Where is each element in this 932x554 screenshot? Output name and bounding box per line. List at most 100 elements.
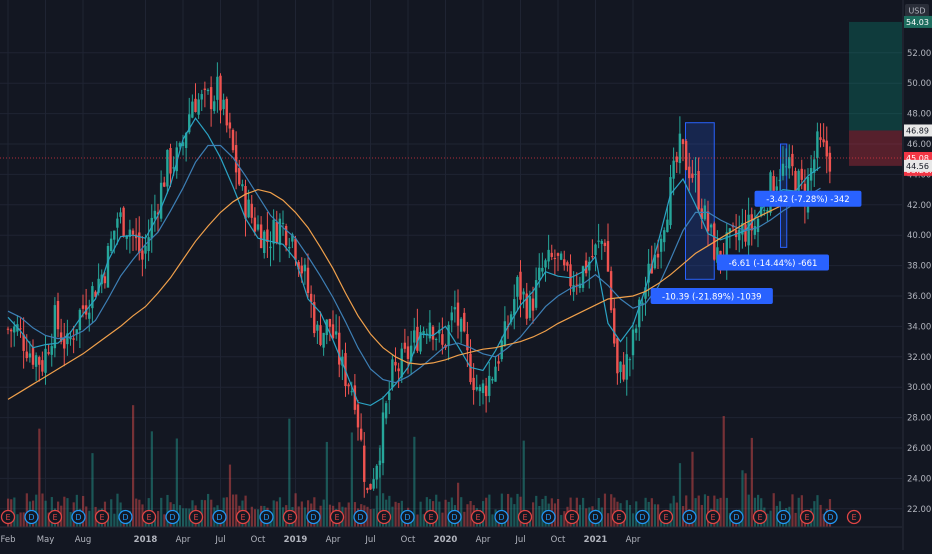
dividend-marker[interactable] <box>400 509 415 525</box>
volume-bar <box>150 431 153 527</box>
earnings-marker[interactable] <box>47 509 63 525</box>
candle-body <box>256 224 260 230</box>
candle-body <box>597 240 600 242</box>
volume-bar <box>160 497 163 527</box>
event-marker-label: D <box>263 513 269 522</box>
earnings-marker[interactable] <box>517 509 533 525</box>
earnings-marker[interactable] <box>752 509 768 525</box>
event-marker-label: D <box>780 513 786 522</box>
y-tick-label: 26.00 <box>907 444 931 454</box>
earnings-marker[interactable] <box>799 509 815 525</box>
dividend-marker[interactable] <box>823 509 838 525</box>
earnings-marker[interactable] <box>329 509 345 525</box>
candle <box>500 336 503 362</box>
candle <box>241 179 244 191</box>
candle-body <box>428 322 432 339</box>
profit-zone[interactable] <box>849 21 902 131</box>
dividend-marker[interactable] <box>165 509 180 525</box>
candle-body <box>334 331 338 335</box>
event-marker-label: D <box>122 513 128 522</box>
candle <box>547 234 550 270</box>
earnings-marker[interactable] <box>94 509 110 525</box>
volume-bar <box>16 514 19 527</box>
volume-bar <box>250 506 253 527</box>
volume-bar <box>225 497 228 527</box>
candle <box>56 292 60 338</box>
candle-body <box>166 149 169 187</box>
event-marker-label: E <box>334 513 339 522</box>
drawdown-box[interactable] <box>685 122 715 280</box>
earnings-marker[interactable] <box>846 509 862 525</box>
candle-body <box>147 237 150 252</box>
long-position-tool[interactable] <box>849 21 902 166</box>
volume-bar <box>394 501 397 527</box>
dividend-marker[interactable] <box>353 509 368 525</box>
dividend-marker[interactable] <box>776 509 791 525</box>
dividend-marker[interactable] <box>541 509 556 525</box>
candle-body <box>781 163 785 176</box>
candle <box>356 400 360 441</box>
earnings-marker[interactable] <box>376 509 392 525</box>
candle <box>650 245 653 274</box>
candle <box>581 265 585 292</box>
candle <box>200 89 203 111</box>
candle-body <box>363 445 366 482</box>
earnings-marker[interactable] <box>0 509 16 525</box>
volume-bar <box>632 513 635 527</box>
earnings-marker[interactable] <box>564 509 580 525</box>
measure-label-box[interactable] <box>754 190 862 207</box>
earnings-marker[interactable] <box>705 509 721 525</box>
dividend-marker[interactable] <box>24 509 39 525</box>
candle <box>544 258 547 282</box>
dividend-marker[interactable] <box>118 509 133 525</box>
candle <box>219 73 222 124</box>
measure-labels[interactable]: -10.39 (-21.89%) -1039 -6.61 (-14.44%) -6… <box>650 190 862 304</box>
candle-body <box>606 241 610 272</box>
earnings-marker[interactable] <box>282 509 298 525</box>
volume-bar <box>166 494 169 527</box>
earnings-marker[interactable] <box>470 509 486 525</box>
candle <box>178 141 182 150</box>
measure-label-box[interactable] <box>650 288 773 304</box>
price-axis[interactable]: USD52.0050.0048.0046.0044.0042.0040.0038… <box>902 0 932 550</box>
candle-body <box>775 186 778 191</box>
earnings-marker[interactable] <box>188 509 204 525</box>
candle-body <box>463 312 466 332</box>
candle <box>328 318 332 342</box>
dividend-marker[interactable] <box>71 509 86 525</box>
dividend-marker[interactable] <box>588 509 603 525</box>
currency-badge[interactable] <box>905 4 929 17</box>
time-axis[interactable]: Feb May Aug 2018 Apr Jul Oct 2019 Apr Jul Oct 2020 A… <box>0 526 902 545</box>
dividend-marker[interactable] <box>682 509 697 525</box>
measure-label-box[interactable] <box>717 254 829 271</box>
volume-bar <box>653 504 657 527</box>
dividend-marker[interactable] <box>306 509 321 525</box>
candle-body <box>413 330 416 343</box>
candle-body <box>531 298 535 311</box>
dividend-marker[interactable] <box>259 509 274 525</box>
candle <box>247 189 250 219</box>
candle-body <box>547 249 550 262</box>
earnings-marker[interactable] <box>611 509 627 525</box>
dividend-marker[interactable] <box>212 509 227 525</box>
candle-body <box>197 99 200 115</box>
earnings-marker[interactable] <box>141 509 157 525</box>
candle-body <box>359 428 363 440</box>
loss-zone[interactable] <box>849 130 902 166</box>
candle <box>497 354 500 372</box>
earnings-marker[interactable] <box>423 509 439 525</box>
event-marker-label: E <box>710 513 715 522</box>
dividend-marker[interactable] <box>729 509 744 525</box>
dividend-marker[interactable] <box>447 509 462 525</box>
candle <box>119 207 122 224</box>
dividend-marker[interactable] <box>494 509 509 525</box>
earnings-marker[interactable] <box>658 509 674 525</box>
dividend-marker[interactable] <box>635 509 650 525</box>
earnings-marker[interactable] <box>235 509 251 525</box>
candle-body <box>238 167 241 185</box>
candle <box>94 290 97 298</box>
candle-body <box>600 240 603 244</box>
candle <box>125 234 128 250</box>
